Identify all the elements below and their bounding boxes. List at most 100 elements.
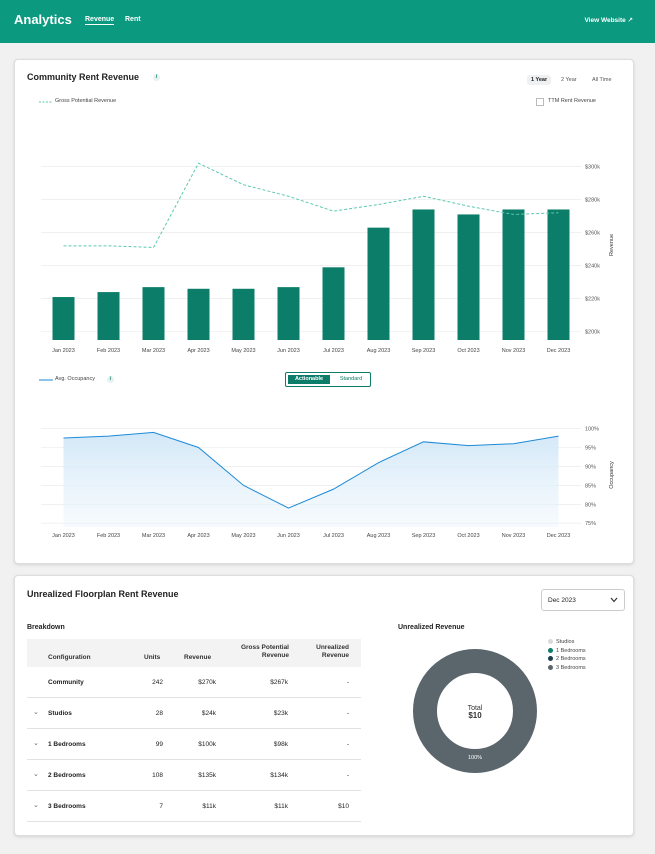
tab-rent[interactable]: Rent [125,16,141,23]
col-configuration: Configuration [48,654,91,661]
x-tick-label: Jun 2023 [277,533,300,539]
gpr-legend-swatch [39,101,53,103]
y-tick-label: 75% [585,521,596,527]
col-gpr: Gross Potential Revenue [240,644,289,659]
floorplan-card-title: Unrealized Floorplan Rent Revenue [27,589,179,599]
x-tick-label: Oct 2023 [457,533,479,539]
chevron-down-icon[interactable]: ⌄ [33,771,39,778]
revenue-bar[interactable] [232,288,255,340]
range-1-year-button[interactable]: 1 Year [527,75,552,85]
revenue-bar[interactable] [502,209,525,340]
revenue-bar[interactable] [322,267,345,340]
x-tick-label: Jul 2023 [323,348,344,354]
revenue-chart: $200k $220k $240k $260k $280k $300k Jan 2023 Fe… [41,162,615,354]
revenue-bar[interactable] [142,287,165,340]
chevron-down-icon[interactable]: ⌄ [33,740,39,747]
actionable-toggle-button[interactable]: Actionable [288,375,330,384]
revenue-bar[interactable] [97,292,120,340]
period-select[interactable]: Dec 2023 [541,589,625,611]
table-row[interactable]: ⌄ 2 Bedrooms 108 $135k $134k - [27,760,361,791]
y-tick-label: 100% [585,427,599,433]
view-website-link[interactable]: View Website ↗ [584,17,633,24]
row-name: 2 Bedrooms [48,772,86,779]
occupancy-chart: 75% 80% 85% 90% 95% 100% Jan 2023 Feb 2023 Mar 2… [41,427,615,539]
y-tick-label: 90% [585,464,596,470]
legend-dot [548,647,553,653]
revenue-bar[interactable] [52,297,75,340]
chevron-down-icon [610,597,618,603]
unrealized-revenue-donut: Total$10 100% [413,649,537,773]
y-tick-label: $300k [585,165,600,171]
community-rent-revenue-card: Community Rent Revenue i 1 Year 2 Year A… [14,59,634,564]
table-row: Community 242 $270k $267k - [27,667,361,698]
y-tick-label: $200k [585,330,600,336]
x-tick-label: Dec 2023 [547,533,571,539]
legend-dot [548,639,553,645]
pie-legend-item: 1 Bedrooms [548,648,586,654]
revenue-bar[interactable] [412,209,435,340]
x-tick-label: Aug 2023 [367,533,391,539]
pie-legend-item: 3 Bedrooms [548,665,586,671]
table-row[interactable]: ⌄ 1 Bedrooms 99 $100k $98k - [27,729,361,760]
x-tick-label: Jan 2023 [52,348,75,354]
info-icon[interactable]: i [153,74,160,81]
y-axis-label: Revenue [609,234,615,256]
view-toggle: Actionable Standard [285,372,371,387]
revenue-bar[interactable] [367,227,390,340]
row-units: 28 [155,710,163,717]
legend-label: 3 Bedrooms [556,664,586,671]
revenue-bar[interactable] [457,214,480,340]
range-all-time-button[interactable]: All Time [592,77,612,83]
legend-dot [548,656,553,662]
x-tick-label: Nov 2023 [502,348,526,354]
revenue-bar[interactable] [277,287,300,340]
row-gpr: $23k [273,710,288,717]
occupancy-info-icon[interactable]: i [107,376,114,383]
legend-dot [548,664,553,670]
x-tick-label: Dec 2023 [547,348,571,354]
row-name: Studios [48,710,72,717]
chevron-down-icon[interactable]: ⌄ [33,709,39,716]
occupancy-line [63,431,559,509]
row-unrealized: $10 [338,803,349,810]
row-revenue: $24k [201,710,216,717]
chevron-down-icon[interactable]: ⌄ [33,802,39,809]
ttm-checkbox[interactable] [536,98,544,106]
col-unrealized: Unrealized Revenue [316,644,349,659]
y-tick-label: 80% [585,502,596,508]
y-tick-label: 95% [585,446,596,452]
legend-label: Studios [556,639,575,645]
x-tick-label: Jan 2023 [52,533,75,539]
row-revenue: $270k [198,679,216,686]
top-bar: Analytics Revenue Rent View Website ↗ [0,0,655,43]
y-tick-label: $280k [585,198,600,204]
table-row[interactable]: ⌄ 3 Bedrooms 7 $11k $11k $10 [27,791,361,822]
revenue-bar[interactable] [547,209,570,340]
row-gpr: $11k [274,803,288,810]
row-unrealized: - [346,710,349,717]
breakdown-label: Breakdown [27,624,65,631]
row-unrealized: - [346,772,349,779]
row-name: 3 Bedrooms [48,803,86,810]
range-2-year-button[interactable]: 2 Year [561,77,577,83]
standard-toggle-button[interactable]: Standard [339,376,363,382]
x-tick-label: May 2023 [231,533,255,539]
row-units: 242 [152,679,163,686]
y-axis-label: Occupancy [609,461,615,489]
period-select-value: Dec 2023 [548,597,576,604]
revenue-bar[interactable] [187,288,210,340]
x-tick-label: Feb 2023 [97,533,120,539]
x-tick-label: Aug 2023 [367,348,391,354]
table-row[interactable]: ⌄ Studios 28 $24k $23k - [27,698,361,729]
tab-revenue[interactable]: Revenue [85,16,115,25]
x-tick-label: Mar 2023 [142,348,165,354]
pie-legend-item: Studios [548,639,574,645]
legend-label: 2 Bedrooms [556,656,586,662]
row-unrealized: - [346,679,349,686]
x-tick-label: Apr 2023 [187,533,209,539]
y-tick-label: $240k [585,264,600,270]
row-gpr: $134k [270,772,288,779]
donut-slice[interactable] [413,649,537,773]
x-tick-label: Apr 2023 [187,348,209,354]
y-tick-label: $220k [585,297,600,303]
